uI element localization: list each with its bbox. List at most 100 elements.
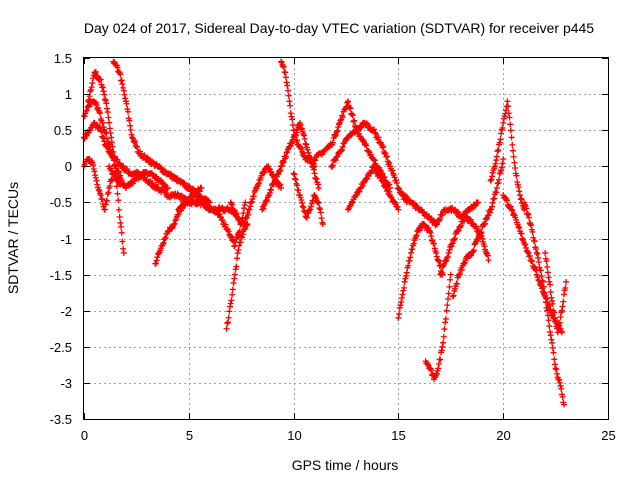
data-point — [119, 238, 126, 245]
data-point — [337, 117, 344, 124]
data-point — [383, 153, 390, 160]
data-point — [403, 193, 410, 200]
data-point — [216, 211, 223, 218]
data-point — [444, 253, 451, 260]
data-point — [560, 291, 567, 298]
data-point — [406, 257, 413, 264]
data-point — [548, 336, 555, 343]
data-point — [363, 142, 370, 149]
data-point — [234, 250, 241, 257]
data-point — [544, 269, 551, 276]
data-point — [547, 289, 554, 296]
data-point — [311, 170, 318, 177]
data-point — [111, 162, 118, 169]
data-point — [277, 167, 284, 174]
data-point — [304, 146, 311, 153]
data-point — [474, 225, 481, 232]
data-point — [551, 356, 558, 363]
x-tick-label: 10 — [287, 428, 301, 443]
data-point — [558, 309, 565, 316]
data-point — [153, 257, 160, 264]
data-point — [228, 233, 235, 240]
data-point — [534, 274, 541, 281]
data-point — [375, 134, 382, 141]
data-point — [496, 176, 503, 183]
data-point — [496, 139, 503, 146]
data-point — [491, 165, 498, 172]
data-point — [549, 300, 556, 307]
data-point — [541, 289, 548, 296]
data-point — [315, 181, 322, 188]
data-point — [97, 190, 104, 197]
data-point — [120, 245, 127, 252]
data-point — [438, 270, 445, 277]
data-point — [289, 136, 296, 143]
data-point — [440, 333, 447, 340]
grid-lines — [84, 58, 608, 419]
data-point — [237, 239, 244, 246]
plot-frame — [83, 57, 609, 420]
data-point — [97, 110, 104, 117]
data-point — [335, 124, 342, 131]
data-point — [297, 144, 304, 151]
data-point — [312, 195, 319, 202]
data-point — [443, 307, 450, 314]
data-point — [117, 71, 124, 78]
data-point — [442, 315, 449, 322]
data-point — [542, 299, 549, 306]
data-point — [499, 160, 506, 167]
data-point — [410, 240, 417, 247]
data-point — [314, 198, 321, 205]
data-point — [493, 157, 500, 164]
data-point — [287, 110, 294, 117]
data-point — [439, 212, 446, 219]
data-point — [489, 173, 496, 180]
data-point — [138, 173, 145, 180]
data-point — [398, 294, 405, 301]
data-point — [231, 271, 238, 278]
data-point — [539, 277, 546, 284]
data-point — [394, 203, 401, 210]
data-point — [540, 278, 547, 285]
data-point — [299, 203, 306, 210]
data-point — [122, 95, 129, 102]
data-point — [531, 238, 538, 245]
data-point — [395, 314, 402, 321]
data-point — [546, 323, 553, 330]
data-point — [260, 205, 267, 212]
data-point — [271, 180, 278, 187]
data-point — [557, 382, 564, 389]
data-point — [516, 192, 523, 199]
data-point — [409, 246, 416, 253]
data-point — [544, 307, 551, 314]
data-point — [100, 134, 107, 141]
data-point — [288, 113, 295, 120]
data-point — [504, 98, 511, 105]
data-point — [164, 185, 171, 192]
data-point — [456, 270, 463, 277]
data-point — [446, 283, 453, 290]
data-point — [484, 252, 491, 259]
data-point — [467, 216, 474, 223]
data-point — [127, 126, 134, 133]
data-point — [435, 258, 442, 265]
data-point — [424, 361, 431, 368]
y-tick-label: -1.5 — [50, 268, 72, 283]
data-point — [443, 257, 450, 264]
data-point — [446, 246, 453, 253]
data-point — [500, 156, 507, 163]
data-point — [522, 241, 529, 248]
data-point — [434, 367, 441, 374]
data-point — [118, 223, 125, 230]
data-point — [104, 135, 111, 142]
data-point — [94, 73, 101, 80]
data-point — [551, 309, 558, 316]
data-point — [382, 150, 389, 157]
data-point — [152, 181, 159, 188]
data-point — [333, 129, 340, 136]
data-point — [137, 148, 144, 155]
data-point — [533, 246, 540, 253]
data-point — [88, 84, 95, 91]
data-point — [535, 254, 542, 261]
data-point — [238, 234, 245, 241]
